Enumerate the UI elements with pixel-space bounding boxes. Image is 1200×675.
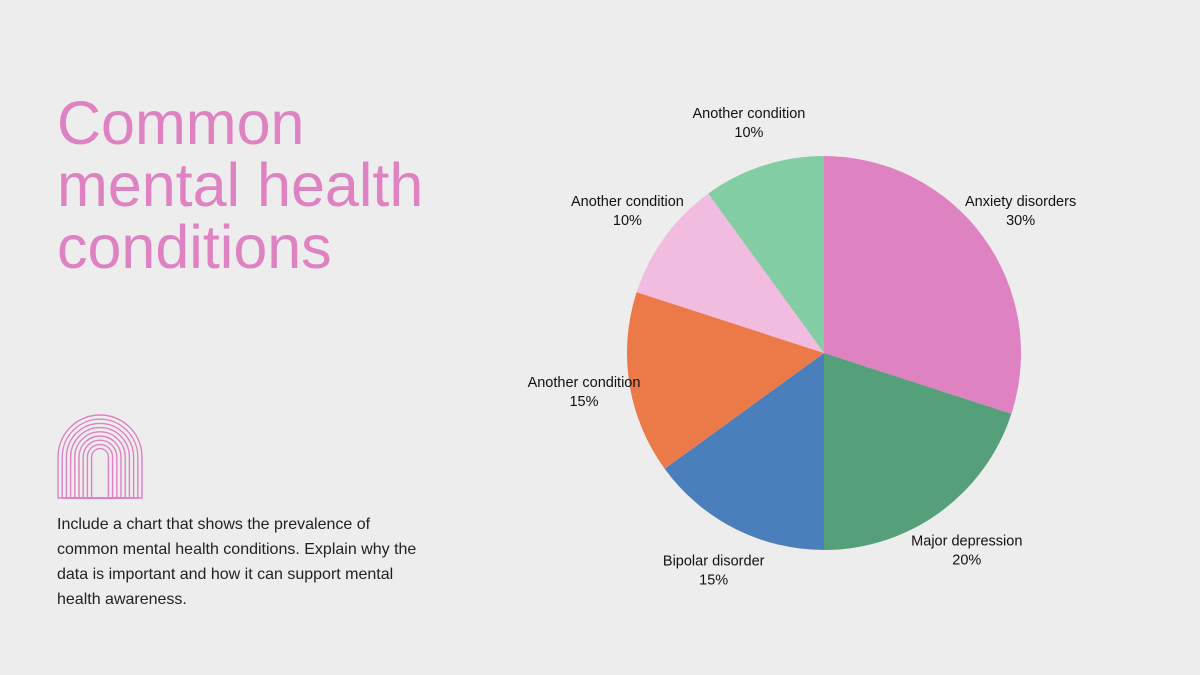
slice-category-label: Bipolar disorder	[663, 554, 765, 570]
arch-ring	[65, 422, 135, 499]
pie-labels: Anxiety disorders 30% Major depression 20% B…	[528, 106, 1077, 589]
slice-value-label: 20%	[952, 553, 981, 569]
arch-ring	[61, 418, 139, 499]
arch-ring	[78, 435, 122, 499]
slice-category-label: Another condition	[692, 106, 805, 122]
title-line-3: conditions	[57, 213, 332, 281]
slice-category-label: Another condition	[571, 194, 684, 210]
slice-category-label: Another condition	[528, 375, 641, 391]
slice-value-label: 15%	[699, 573, 728, 589]
page-title: Common mental health conditions	[57, 92, 497, 278]
slice-value-label: 10%	[734, 125, 763, 141]
pie-slice	[636, 193, 824, 353]
pie-slice	[664, 353, 824, 550]
arch-ring	[57, 414, 143, 499]
description-text: Include a chart that shows the prevalenc…	[57, 516, 417, 608]
pie-slice	[824, 156, 1022, 414]
arch-ring	[90, 447, 110, 499]
pie-slices	[626, 156, 1022, 550]
arch-ring	[82, 439, 118, 499]
title-line-1: Common	[57, 89, 305, 157]
title-line-2: mental health	[57, 151, 424, 219]
arch-ring	[74, 431, 126, 499]
slice-category-label: Major depression	[911, 534, 1022, 550]
arch-ring	[86, 443, 114, 499]
slice-value-label: 10%	[613, 213, 642, 229]
slice-value-label: 15%	[569, 394, 598, 410]
pie-slice	[824, 353, 1012, 550]
pie-slice	[708, 156, 824, 353]
slice-category-label: Anxiety disorders	[965, 194, 1076, 210]
pie-slice	[626, 292, 824, 469]
slice-value-label: 30%	[1006, 213, 1035, 229]
arch-ring	[69, 426, 131, 499]
concentric-arch-icon	[57, 414, 143, 499]
